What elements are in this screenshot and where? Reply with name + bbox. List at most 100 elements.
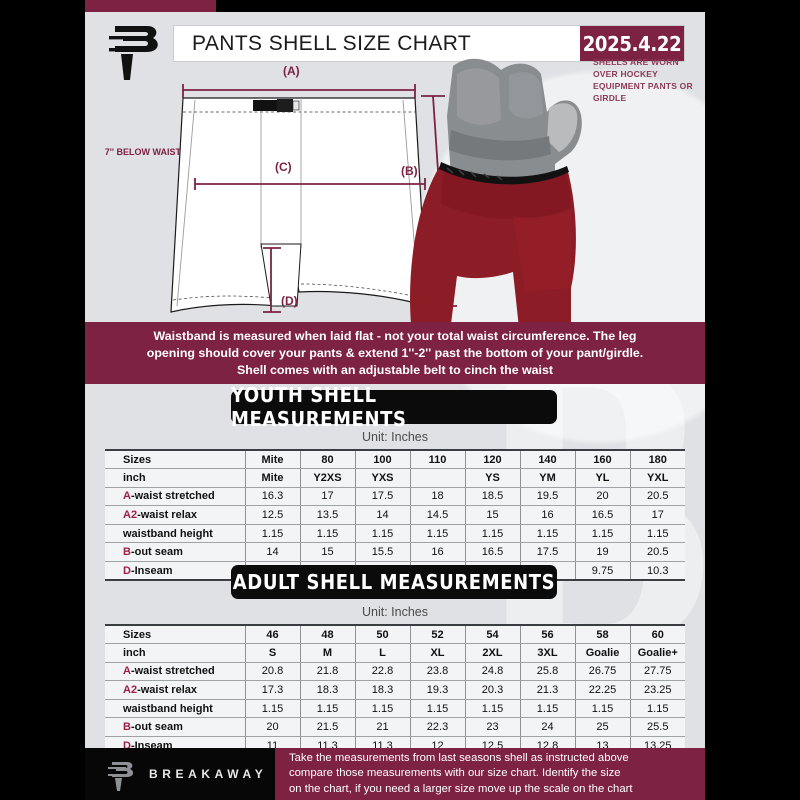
chart-canvas: B PANTS SHELL SIZE CHART 2025.4.22 <box>85 12 705 748</box>
adult-cell: Goalie+ <box>630 643 685 663</box>
adult-cell: 22.3 <box>410 717 466 738</box>
youth-cell: 13.5 <box>300 505 356 525</box>
youth-cell: 20 <box>575 487 631 507</box>
youth-cell: 180 <box>630 449 685 470</box>
adult-cell: 25 <box>575 717 631 738</box>
youth-cell: 120 <box>465 449 521 470</box>
adult-section-heading: ADULT SHELL MEASUREMENTS <box>231 565 557 599</box>
revision-date: 2025.4.22 <box>580 26 684 61</box>
youth-cell: 16 <box>520 505 576 525</box>
adult-cell: 50 <box>355 624 411 645</box>
youth-cell: 80 <box>300 449 356 470</box>
youth-cell: 12.5 <box>245 505 301 525</box>
youth-row-label: B-out seam <box>105 542 246 563</box>
adult-cell: 48 <box>300 624 356 645</box>
adult-cell: 21.3 <box>520 680 576 700</box>
row-accent-letter: D <box>123 739 131 748</box>
row-accent-letter: A2 <box>123 684 138 697</box>
dim-label-d: (D) <box>281 294 298 308</box>
banner-line-3: Shell comes with an adjustable belt to c… <box>236 362 554 377</box>
adult-cell: S <box>245 643 301 663</box>
adult-cell: 1.15 <box>245 699 301 719</box>
adult-row: A-waist stretched 20.8 21.8 22.8 23.8 24.8 25.… <box>105 662 685 682</box>
adult-cell: 60 <box>630 624 685 645</box>
adult-cell: 22.25 <box>575 680 631 700</box>
measurement-instructions-banner: Waistband is measured when laid flat - n… <box>85 322 705 384</box>
youth-cell: 15.5 <box>355 542 411 563</box>
adult-cell: 46 <box>245 624 301 645</box>
adult-cell: 13.25 <box>630 736 685 748</box>
adult-cell: M <box>300 643 356 663</box>
youth-row-label: inch <box>105 468 246 488</box>
footer-brand-name: BREAKAWAY <box>149 767 268 781</box>
adult-unit-label: Unit: Inches <box>361 605 428 619</box>
adult-cell: 3XL <box>520 643 576 663</box>
adult-cell: 11.3 <box>355 736 411 748</box>
youth-cell: 100 <box>355 449 411 470</box>
adult-cell: 22.8 <box>355 662 411 682</box>
youth-cell: 1.15 <box>465 524 521 544</box>
row-accent-letter: B <box>123 721 131 734</box>
adult-cell: 23 <box>465 717 521 738</box>
youth-cell: 16 <box>410 542 466 563</box>
adult-row-label: A-waist stretched <box>105 662 246 682</box>
adult-cell: 1.15 <box>465 699 521 719</box>
adult-cell: 1.15 <box>300 699 356 719</box>
adult-cell: XL <box>410 643 466 663</box>
brand-logo-icon <box>107 18 165 80</box>
youth-cell: 19.5 <box>520 487 576 507</box>
youth-cell: 1.15 <box>630 524 685 544</box>
youth-row-label: waistband height <box>105 524 246 544</box>
youth-cell: YXS <box>355 468 411 488</box>
footer-line-2: compare those measurements with our size… <box>289 767 621 780</box>
youth-size-table: Sizes Mite 80 100 110 120 140 160 180 inch Mite Y2X… <box>105 449 685 582</box>
footer-instructions: Take the measurements from last seasons … <box>275 748 705 800</box>
top-accent-strip <box>85 0 216 12</box>
youth-cell: 17.5 <box>355 487 411 507</box>
youth-cell: 160 <box>575 449 631 470</box>
product-photo <box>410 58 582 328</box>
youth-row: Sizes Mite 80 100 110 120 140 160 180 <box>105 449 685 470</box>
adult-row-label: D-Inseam <box>105 736 246 748</box>
adult-cell: 58 <box>575 624 631 645</box>
youth-row-label: A2-waist relax <box>105 505 246 525</box>
footer: BREAKAWAY Take the measurements from las… <box>85 748 705 800</box>
youth-cell: 14 <box>355 505 411 525</box>
adult-cell: 1.15 <box>575 699 631 719</box>
adult-cell: 19.3 <box>410 680 466 700</box>
dim-label-c: (C) <box>275 160 292 174</box>
title-bar: PANTS SHELL SIZE CHART 2025.4.22 <box>173 25 685 62</box>
adult-size-table: Sizes 46 48 50 52 54 56 58 60 inch S M L XL 2XL 3XL Goal… <box>105 624 685 748</box>
youth-cell: 14.5 <box>410 505 466 525</box>
youth-cell: YXL <box>630 468 685 488</box>
youth-cell: Mite <box>245 449 301 470</box>
adult-table-wrap: Sizes 46 48 50 52 54 56 58 60 inch S M L XL 2XL 3XL Goal… <box>105 624 685 748</box>
adult-cell: 21 <box>355 717 411 738</box>
youth-cell: 15 <box>465 505 521 525</box>
adult-cell: 24.8 <box>465 662 521 682</box>
adult-cell: 24 <box>520 717 576 738</box>
below-waist-note: 7'' BELOW WAIST <box>104 147 181 157</box>
adult-cell: 17.3 <box>245 680 301 700</box>
youth-cell: 10.3 <box>630 561 685 582</box>
youth-cell: 19 <box>575 542 631 563</box>
youth-row: A-waist stretched 16.3 17 17.5 18 18.5 19.5 20 2… <box>105 487 685 507</box>
youth-cell: 110 <box>410 449 466 470</box>
youth-cell: YL <box>575 468 631 488</box>
adult-cell: 2XL <box>465 643 521 663</box>
youth-cell: 1.15 <box>300 524 356 544</box>
shell-usage-note: SHELLS ARE WORN OVER HOCKEY EQUIPMENT PA… <box>593 57 693 103</box>
youth-row-label: D-Inseam <box>105 561 246 582</box>
adult-cell: 18.3 <box>300 680 356 700</box>
banner-line-2: opening should cover your pants & extend… <box>146 345 644 360</box>
adult-cell: 20 <box>245 717 301 738</box>
youth-row: B-out seam 14 15 15.5 16 16.5 17.5 19 20.5 <box>105 542 685 563</box>
youth-cell: YS <box>465 468 521 488</box>
header: PANTS SHELL SIZE CHART 2025.4.22 <box>85 12 705 80</box>
adult-cell: 21.5 <box>300 717 356 738</box>
youth-cell: 9.75 <box>575 561 631 582</box>
adult-cell: 21.8 <box>300 662 356 682</box>
youth-cell: YM <box>520 468 576 488</box>
row-accent-letter: A <box>123 665 131 678</box>
adult-cell: 23.25 <box>630 680 685 700</box>
